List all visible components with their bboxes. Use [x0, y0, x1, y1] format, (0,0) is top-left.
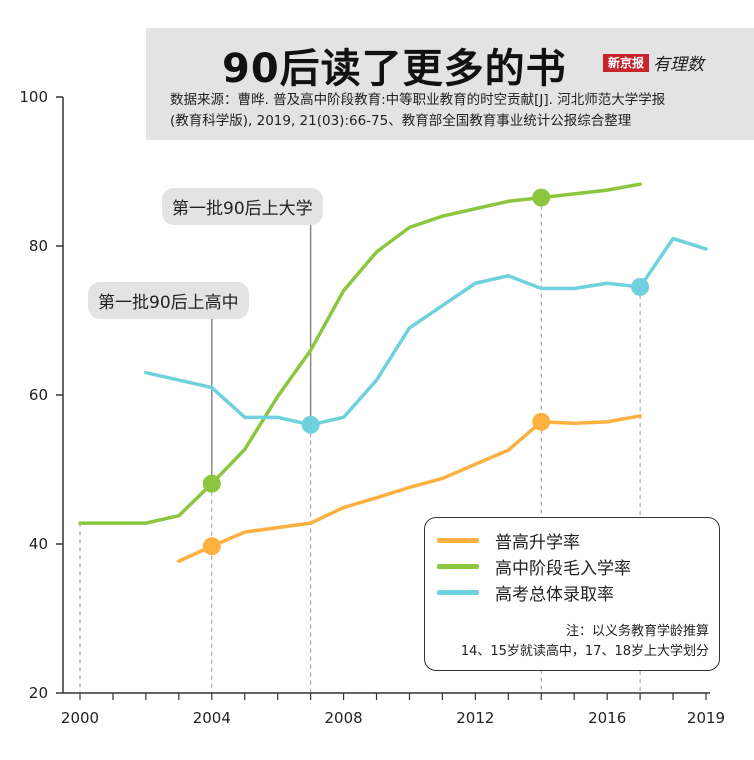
y-tick-label: 60: [29, 386, 48, 404]
x-tick-label: 2012: [456, 709, 494, 727]
series-line-0: [177, 414, 642, 563]
highlight-point: [202, 474, 221, 493]
legend-item-cyan: 高考总体录取率: [437, 580, 614, 605]
brand-red-label: 新京报: [602, 53, 649, 72]
legend: 普高升学率 高中阶段毛入学率 高考总体录取率 注：以义务教育学龄推算 14、15…: [424, 517, 720, 671]
legend-item-green: 高中阶段毛入学率: [437, 554, 631, 579]
header-panel: 90后读了更多的书 新京报 有理数 数据来源：曹晔. 普及高中阶段教育:中等职业…: [146, 28, 754, 140]
y-tick-label: 40: [29, 535, 48, 553]
source-line-1: 数据来源：曹晔. 普及高中阶段教育:中等职业教育的时空贡献[J]. 河北师范大学…: [170, 92, 666, 108]
series-line-2: [144, 236, 708, 427]
callout-university: 第一批90后上大学: [162, 188, 323, 225]
axes: 20 40 60 80 100 2000 2004 2008 2012 2016 2019: [19, 88, 725, 727]
highlight-point: [631, 277, 650, 296]
brand-script-label: 有理数: [653, 55, 704, 75]
legend-item-orange: 普高升学率: [437, 528, 580, 553]
highlight-point: [202, 537, 221, 556]
callout-lines: [211, 218, 312, 484]
callout-high-school: 第一批90后上高中: [88, 282, 249, 319]
data-source: 数据来源：曹晔. 普及高中阶段教育:中等职业教育的时空贡献[J]. 河北师范大学…: [170, 90, 750, 132]
x-tick-label: 2016: [588, 709, 626, 727]
legend-swatch-cyan: [437, 590, 479, 595]
x-tick-label: 2000: [61, 709, 99, 727]
highlight-point: [301, 415, 320, 434]
x-tick-label: 2004: [193, 709, 231, 727]
source-line-2: (教育科学版), 2019, 21(03):66-75、教育部全国教育事业统计公…: [170, 113, 632, 129]
highlight-point: [532, 188, 551, 207]
y-tick-label: 100: [19, 88, 48, 106]
legend-swatch-green: [437, 564, 479, 569]
note-line-2: 14、15岁就读高中，17、18岁上大学划分: [460, 644, 709, 659]
series-lines: [78, 182, 708, 563]
x-tick-label: 2019: [687, 709, 725, 727]
legend-label: 普高升学率: [495, 533, 580, 553]
x-tick-label: 2008: [324, 709, 362, 727]
y-tick-label: 20: [29, 684, 48, 702]
highlight-point: [532, 412, 551, 431]
note-line-1: 注：以义务教育学龄推算: [565, 624, 709, 639]
series-line-1: [78, 182, 642, 525]
y-tick-label: 80: [29, 237, 48, 255]
legend-swatch-orange: [437, 538, 479, 543]
legend-label: 高中阶段毛入学率: [495, 559, 631, 579]
brand-logo: 新京报 有理数: [602, 50, 704, 75]
legend-label: 高考总体录取率: [495, 585, 614, 605]
note: 注：以义务教育学龄推算 14、15岁就读高中，17、18岁上大学划分: [461, 622, 709, 662]
highlight-markers: [202, 188, 650, 556]
chart-title: 90后读了更多的书: [222, 46, 567, 92]
